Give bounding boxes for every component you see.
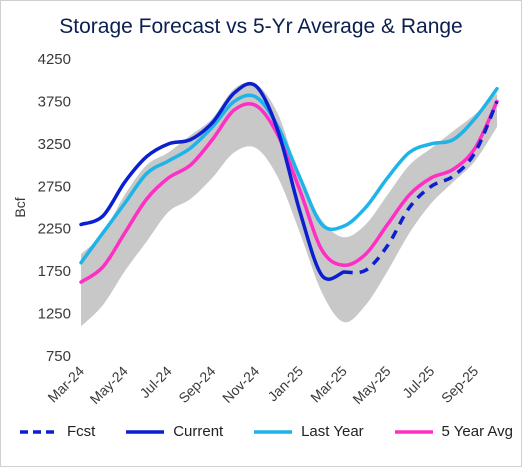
y-tick-label: 2750 (38, 178, 71, 195)
y-axis-label: Bcf (12, 197, 28, 217)
y-tick-label: 2250 (38, 221, 71, 238)
series-line-last-year (79, 86, 499, 265)
y-tick-label: 3750 (38, 93, 71, 110)
last-year-swatch (254, 429, 293, 434)
x-tick-label: May-24 (87, 363, 131, 407)
x-tick-label: Sep-24 (175, 363, 218, 406)
series-line-5-year-avg (79, 99, 499, 284)
legend-label-current: Current (173, 423, 224, 440)
x-tick-label: Jul-25 (399, 363, 437, 401)
legend-label-5yr-avg: 5 Year Avg (441, 423, 513, 440)
x-tick-label: Jan-25 (264, 363, 306, 405)
x-tick-label: Jul-24 (136, 363, 174, 401)
current-swatch (126, 429, 165, 434)
y-tick-label: 1250 (38, 306, 71, 323)
chart-plot: 750 1250 1750 2250 2750 3250 3750 4250 Bcf Mar-24… (12, 51, 499, 407)
legend-item-fcst: Fcst (19, 423, 95, 440)
y-tick-label: 1750 (38, 263, 71, 280)
avg-swatch (394, 429, 433, 434)
series-line-current (79, 81, 346, 281)
legend-item-current: Current (125, 423, 223, 440)
legend-item-5yr-avg: 5 Year Avg (394, 423, 513, 440)
x-tick-label: Mar-25 (307, 363, 350, 406)
range-band (81, 82, 497, 327)
x-tick-label: Sep-25 (438, 363, 481, 406)
legend: Fcst Current Last Year 5 Year Avg (19, 423, 513, 440)
y-tick-label: 3250 (38, 136, 71, 153)
y-tick-label: 750 (46, 348, 71, 365)
fcst-swatch (20, 429, 58, 434)
legend-label-last-year: Last Year (301, 423, 364, 440)
x-tick-label: Mar-24 (44, 363, 87, 406)
x-tick-label: Nov-24 (219, 363, 262, 406)
x-tick-label: May-25 (349, 363, 393, 407)
y-tick-label: 4250 (38, 51, 71, 68)
legend-label-fcst: Fcst (67, 423, 96, 440)
chart-title: Storage Forecast vs 5-Yr Average & Range (59, 15, 463, 38)
series-line-fcst (343, 100, 499, 275)
legend-item-last-year: Last Year (253, 423, 364, 440)
